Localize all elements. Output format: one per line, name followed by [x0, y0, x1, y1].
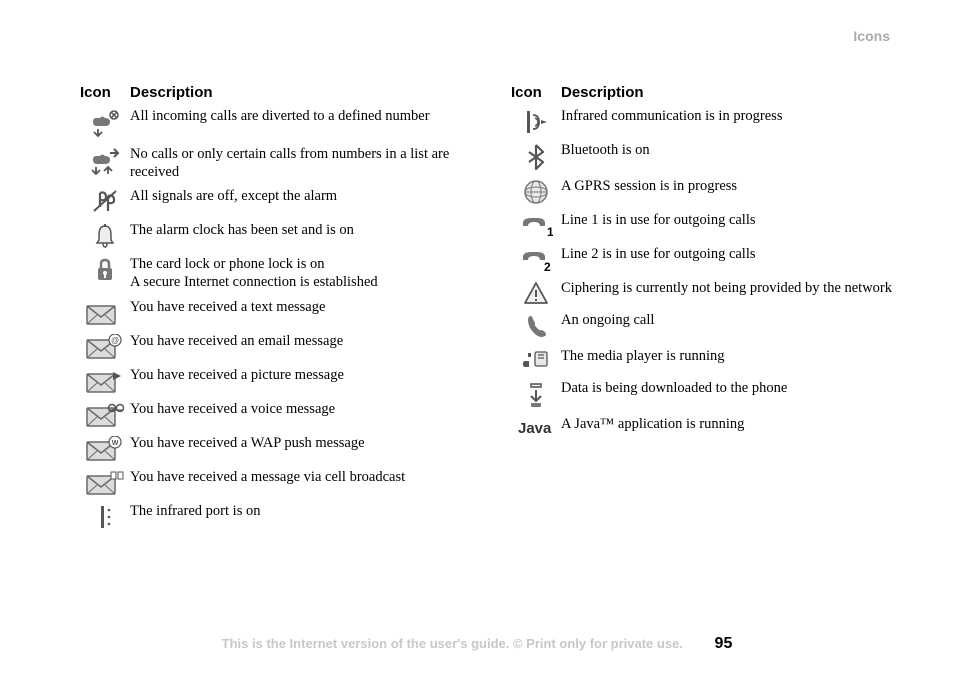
table-row: Bluetooth is on — [511, 141, 894, 171]
icon-description: Line 1 is in use for outgoing calls — [561, 211, 894, 229]
column-header: Icon Description — [80, 84, 463, 101]
left-column: Icon Description All incoming calls are … — [80, 84, 463, 536]
line-2-icon: 2 — [511, 245, 561, 273]
svg-text:W: W — [112, 440, 119, 447]
icon-table: Icon Description All incoming calls are … — [80, 84, 894, 536]
line-1-icon: 1 — [511, 211, 561, 239]
envelope-voice-icon — [80, 400, 130, 428]
table-row: @ You have received an email message — [80, 332, 463, 360]
envelope-picture-icon — [80, 366, 130, 394]
footer-text: This is the Internet version of the user… — [222, 636, 683, 651]
table-row: Data is being downloaded to the phone — [511, 379, 894, 409]
icon-description: The infrared port is on — [130, 502, 463, 520]
java-app-icon: Java — [511, 415, 561, 439]
svg-text:@: @ — [111, 336, 119, 345]
envelope-text-icon — [80, 298, 130, 326]
envelope-broadcast-icon — [80, 468, 130, 496]
page-number: 95 — [715, 635, 733, 652]
icon-description: You have received a text message — [130, 298, 463, 316]
table-row: All incoming calls are diverted to a def… — [80, 107, 463, 139]
divert-list-icon — [80, 145, 130, 177]
icon-description: You have received a voice message — [130, 400, 463, 418]
envelope-email-icon: @ — [80, 332, 130, 360]
icon-description: A GPRS session is in progress — [561, 177, 894, 195]
icon-description: No calls or only certain calls from numb… — [130, 145, 463, 181]
table-row: All signals are off, except the alarm — [80, 187, 463, 215]
infrared-port-icon — [80, 502, 130, 530]
envelope-wap-icon: W — [80, 434, 130, 462]
table-row: Java A Java™ application is running — [511, 415, 894, 439]
table-row: The alarm clock has been set and is on — [80, 221, 463, 249]
ongoing-call-icon — [511, 311, 561, 341]
table-row: W You have received a WAP push message — [80, 434, 463, 462]
icon-description: You have received a picture message — [130, 366, 463, 384]
table-row: A GPRS session is in progress — [511, 177, 894, 205]
table-row: You have received a picture message — [80, 366, 463, 394]
table-row: You have received a voice message — [80, 400, 463, 428]
header-icon-label: Icon — [511, 84, 561, 101]
icon-description: Infrared communication is in progress — [561, 107, 894, 125]
table-row: You have received a message via cell bro… — [80, 468, 463, 496]
icon-description: An ongoing call — [561, 311, 894, 329]
icon-description: Data is being downloaded to the phone — [561, 379, 894, 397]
alarm-bell-icon — [80, 221, 130, 249]
icon-description: All signals are off, except the alarm — [130, 187, 463, 205]
table-row: The card lock or phone lock is onA secur… — [80, 255, 463, 291]
infrared-active-icon — [511, 107, 561, 135]
section-header: Icons — [80, 28, 894, 44]
icon-description: A Java™ application is running — [561, 415, 894, 433]
icon-description: Line 2 is in use for outgoing calls — [561, 245, 894, 263]
icon-description: You have received a message via cell bro… — [130, 468, 463, 486]
column-header: Icon Description — [511, 84, 894, 101]
table-row: Ciphering is currently not being provide… — [511, 279, 894, 305]
icon-description: You have received a WAP push message — [130, 434, 463, 452]
table-row: 2 Line 2 is in use for outgoing calls — [511, 245, 894, 273]
icon-description: You have received an email message — [130, 332, 463, 350]
gprs-globe-icon — [511, 177, 561, 205]
section-title: Icons — [853, 28, 890, 44]
divert-calls-icon — [80, 107, 130, 139]
icon-description: The media player is running — [561, 347, 894, 365]
table-row: You have received a text message — [80, 298, 463, 326]
icon-description: The alarm clock has been set and is on — [130, 221, 463, 239]
table-row: The infrared port is on — [80, 502, 463, 530]
icon-description: The card lock or phone lock is onA secur… — [130, 255, 463, 291]
icon-description: Ciphering is currently not being provide… — [561, 279, 894, 297]
icon-description: All incoming calls are diverted to a def… — [130, 107, 463, 125]
icon-description: Bluetooth is on — [561, 141, 894, 159]
table-row: 1 Line 1 is in use for outgoing calls — [511, 211, 894, 239]
bluetooth-icon — [511, 141, 561, 171]
cipher-warning-icon — [511, 279, 561, 305]
svg-text:Java: Java — [518, 420, 552, 437]
header-desc-label: Description — [130, 84, 463, 101]
right-column: Icon Description Infrared communication … — [511, 84, 894, 536]
media-player-icon — [511, 347, 561, 373]
lock-secure-icon — [80, 255, 130, 283]
table-row: Infrared communication is in progress — [511, 107, 894, 135]
header-icon-label: Icon — [80, 84, 130, 101]
page-footer: This is the Internet version of the user… — [0, 635, 954, 653]
signals-off-icon — [80, 187, 130, 215]
table-row: The media player is running — [511, 347, 894, 373]
svg-text:1: 1 — [547, 225, 553, 239]
download-data-icon — [511, 379, 561, 409]
svg-text:2: 2 — [544, 260, 551, 273]
header-desc-label: Description — [561, 84, 894, 101]
table-row: No calls or only certain calls from numb… — [80, 145, 463, 181]
table-row: An ongoing call — [511, 311, 894, 341]
